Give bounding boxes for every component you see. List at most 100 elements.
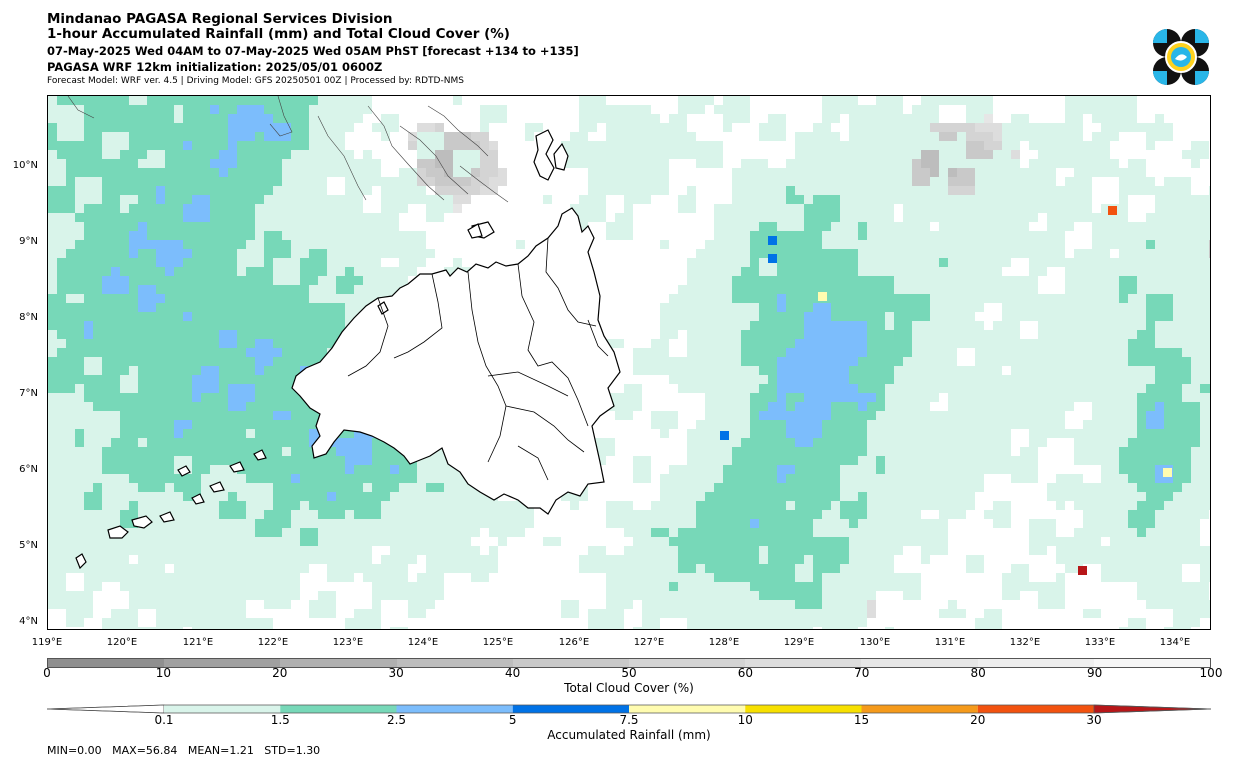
field-cell xyxy=(678,474,687,483)
field-cell xyxy=(822,105,831,114)
field-cell xyxy=(1065,393,1074,402)
field-cell xyxy=(777,375,786,384)
field-cell xyxy=(1146,285,1155,294)
field-cell xyxy=(588,105,597,114)
field-cell xyxy=(1137,294,1146,303)
field-cell xyxy=(894,294,903,303)
field-cell xyxy=(336,213,345,222)
field-cell xyxy=(219,402,228,411)
field-cell xyxy=(201,438,210,447)
field-cell xyxy=(300,105,309,114)
field-cell xyxy=(444,159,453,168)
field-cell xyxy=(1047,375,1056,384)
field-cell xyxy=(156,492,165,501)
field-cell xyxy=(885,465,894,474)
field-cell xyxy=(1002,231,1011,240)
field-cell xyxy=(993,339,1002,348)
field-cell xyxy=(957,384,966,393)
field-cell xyxy=(102,438,111,447)
field-cell xyxy=(903,195,912,204)
field-cell xyxy=(921,402,930,411)
field-cell xyxy=(912,249,921,258)
field-cell xyxy=(921,456,930,465)
field-cell xyxy=(1020,465,1029,474)
field-cell xyxy=(957,483,966,492)
field-cell xyxy=(1092,159,1101,168)
field-cell xyxy=(300,420,309,429)
field-cell xyxy=(930,312,939,321)
field-cell xyxy=(867,501,876,510)
field-cell xyxy=(813,186,822,195)
field-cell xyxy=(1110,465,1119,474)
field-cell xyxy=(426,474,435,483)
field-cell xyxy=(858,177,867,186)
field-cell xyxy=(858,438,867,447)
field-cell xyxy=(660,303,669,312)
field-cell xyxy=(246,195,255,204)
field-cell xyxy=(957,420,966,429)
field-cell xyxy=(399,456,408,465)
field-cell xyxy=(912,510,921,519)
field-cell xyxy=(1020,303,1029,312)
field-cell xyxy=(300,357,309,366)
field-cell xyxy=(57,204,66,213)
field-cell xyxy=(750,339,759,348)
field-cell xyxy=(984,276,993,285)
field-cell xyxy=(84,285,93,294)
field-cell xyxy=(246,501,255,510)
field-cell xyxy=(615,501,624,510)
field-cell xyxy=(1110,474,1119,483)
field-cell xyxy=(822,366,831,375)
field-cell xyxy=(192,483,201,492)
field-cell xyxy=(282,339,291,348)
field-cell xyxy=(264,267,273,276)
field-cell xyxy=(975,177,984,186)
field-cell xyxy=(1011,321,1020,330)
field-cell xyxy=(714,105,723,114)
field-cell xyxy=(822,393,831,402)
field-cell xyxy=(1191,402,1200,411)
field-cell xyxy=(165,384,174,393)
field-cell xyxy=(1110,267,1119,276)
field-cell xyxy=(219,213,228,222)
field-cell xyxy=(219,366,228,375)
field-cell xyxy=(939,285,948,294)
field-cell xyxy=(93,150,102,159)
field-cell xyxy=(84,276,93,285)
field-cell xyxy=(318,222,327,231)
field-cell xyxy=(66,402,75,411)
field-cell xyxy=(75,204,84,213)
field-cell xyxy=(867,186,876,195)
field-cell xyxy=(93,366,102,375)
field-cell xyxy=(714,492,723,501)
field-cell xyxy=(1083,96,1092,105)
field-cell xyxy=(1209,312,1210,321)
field-cell xyxy=(1038,402,1047,411)
field-cell xyxy=(777,474,786,483)
field-cell xyxy=(813,492,822,501)
field-cell xyxy=(192,294,201,303)
field-cell xyxy=(147,204,156,213)
field-cell xyxy=(237,141,246,150)
field-cell xyxy=(1128,267,1137,276)
field-cell xyxy=(804,330,813,339)
field-cell xyxy=(183,366,192,375)
field-cell xyxy=(282,456,291,465)
field-cell xyxy=(1002,249,1011,258)
field-cell xyxy=(930,177,939,186)
field-cell xyxy=(228,375,237,384)
field-cell xyxy=(642,141,651,150)
field-cell xyxy=(165,276,174,285)
field-cell xyxy=(408,168,417,177)
field-cell xyxy=(813,447,822,456)
field-cell xyxy=(651,348,660,357)
field-cell xyxy=(759,501,768,510)
field-cell xyxy=(858,420,867,429)
field-cell xyxy=(273,456,282,465)
field-cell xyxy=(723,465,732,474)
field-cell xyxy=(1155,276,1164,285)
field-cell xyxy=(201,411,210,420)
field-cell xyxy=(219,276,228,285)
field-cell xyxy=(408,195,417,204)
field-cell xyxy=(579,213,588,222)
